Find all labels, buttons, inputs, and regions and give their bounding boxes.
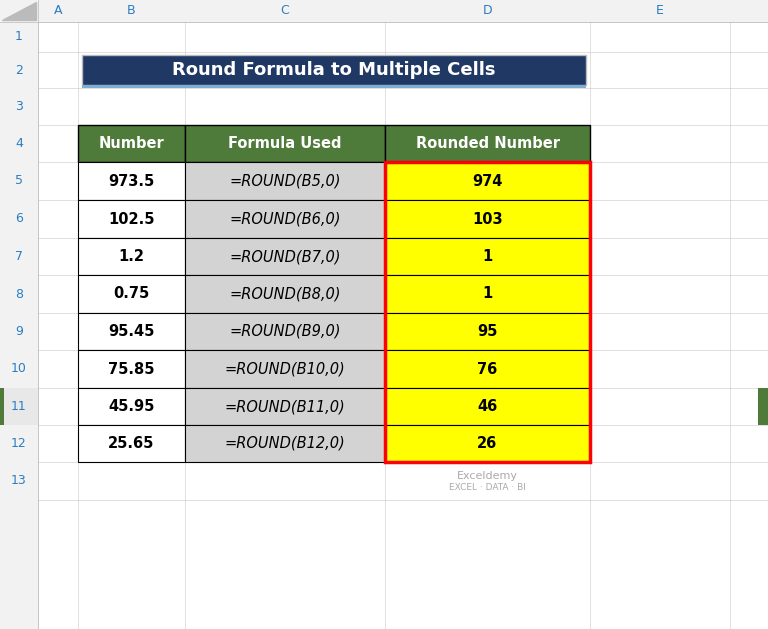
Text: 1: 1 <box>482 286 492 301</box>
Text: D: D <box>482 4 492 18</box>
Bar <box>78 388 185 425</box>
Bar <box>385 238 590 275</box>
Bar <box>78 162 185 200</box>
Text: Formula Used: Formula Used <box>228 136 342 151</box>
Bar <box>82 55 586 85</box>
Bar <box>0 0 768 22</box>
Bar <box>385 388 590 425</box>
Bar <box>78 425 185 462</box>
Bar <box>78 200 185 238</box>
Bar <box>385 162 590 462</box>
Text: EXCEL · DATA · BI: EXCEL · DATA · BI <box>449 484 526 493</box>
Text: 75.85: 75.85 <box>108 362 154 377</box>
Text: =ROUND(B7,0): =ROUND(B7,0) <box>230 249 341 264</box>
Text: 26: 26 <box>478 436 498 451</box>
Text: 103: 103 <box>472 211 503 226</box>
Text: C: C <box>280 4 290 18</box>
Bar <box>82 85 586 88</box>
Text: 102.5: 102.5 <box>108 211 154 226</box>
Text: 76: 76 <box>478 362 498 377</box>
Text: 46: 46 <box>478 399 498 414</box>
Bar <box>385 350 590 388</box>
Text: =ROUND(B6,0): =ROUND(B6,0) <box>230 211 341 226</box>
Text: E: E <box>656 4 664 18</box>
Bar <box>385 275 590 313</box>
Text: 1: 1 <box>482 249 492 264</box>
Text: 3: 3 <box>15 100 23 113</box>
Bar <box>185 425 385 462</box>
Bar <box>185 162 385 200</box>
Bar <box>185 125 385 162</box>
Bar <box>78 275 185 313</box>
Text: =ROUND(B11,0): =ROUND(B11,0) <box>224 399 346 414</box>
Text: 45.95: 45.95 <box>108 399 154 414</box>
Text: 1: 1 <box>15 30 23 43</box>
Text: 4: 4 <box>15 137 23 150</box>
Bar <box>185 200 385 238</box>
Bar <box>78 125 185 162</box>
Bar <box>385 425 590 462</box>
Polygon shape <box>2 2 36 20</box>
Text: 12: 12 <box>11 437 27 450</box>
Bar <box>185 350 385 388</box>
Text: 95.45: 95.45 <box>108 324 154 339</box>
Bar <box>385 162 590 200</box>
Bar <box>385 313 590 350</box>
Text: Number: Number <box>98 136 164 151</box>
Text: Rounded Number: Rounded Number <box>415 136 560 151</box>
Text: 25.65: 25.65 <box>108 436 154 451</box>
Text: Exceldemy: Exceldemy <box>457 471 518 481</box>
Text: 1.2: 1.2 <box>118 249 144 264</box>
Text: A: A <box>54 4 62 18</box>
Text: =ROUND(B8,0): =ROUND(B8,0) <box>230 286 341 301</box>
Bar <box>185 275 385 313</box>
Bar <box>0 388 38 425</box>
Text: 7: 7 <box>15 250 23 263</box>
Text: 8: 8 <box>15 287 23 301</box>
Text: 10: 10 <box>11 362 27 376</box>
Bar <box>78 238 185 275</box>
Text: 973.5: 973.5 <box>108 174 154 189</box>
Text: 5: 5 <box>15 174 23 187</box>
Bar <box>78 350 185 388</box>
Text: =ROUND(B9,0): =ROUND(B9,0) <box>230 324 341 339</box>
Text: =ROUND(B10,0): =ROUND(B10,0) <box>224 362 346 377</box>
Bar <box>185 313 385 350</box>
Text: 974: 974 <box>472 174 503 189</box>
Text: =ROUND(B12,0): =ROUND(B12,0) <box>224 436 346 451</box>
Text: 13: 13 <box>11 474 27 487</box>
Text: 2: 2 <box>15 64 23 77</box>
Bar <box>78 313 185 350</box>
Bar <box>185 388 385 425</box>
Text: 6: 6 <box>15 213 23 226</box>
Text: 95: 95 <box>478 324 498 339</box>
Text: 11: 11 <box>11 400 27 413</box>
Bar <box>0 0 38 629</box>
Bar <box>385 200 590 238</box>
Text: 9: 9 <box>15 325 23 338</box>
Bar <box>385 125 590 162</box>
Text: =ROUND(B5,0): =ROUND(B5,0) <box>230 174 341 189</box>
Text: B: B <box>127 4 136 18</box>
Bar <box>0 388 4 425</box>
Bar <box>758 388 768 425</box>
Text: 0.75: 0.75 <box>114 286 150 301</box>
Text: Round Formula to Multiple Cells: Round Formula to Multiple Cells <box>172 61 496 79</box>
Bar <box>185 238 385 275</box>
